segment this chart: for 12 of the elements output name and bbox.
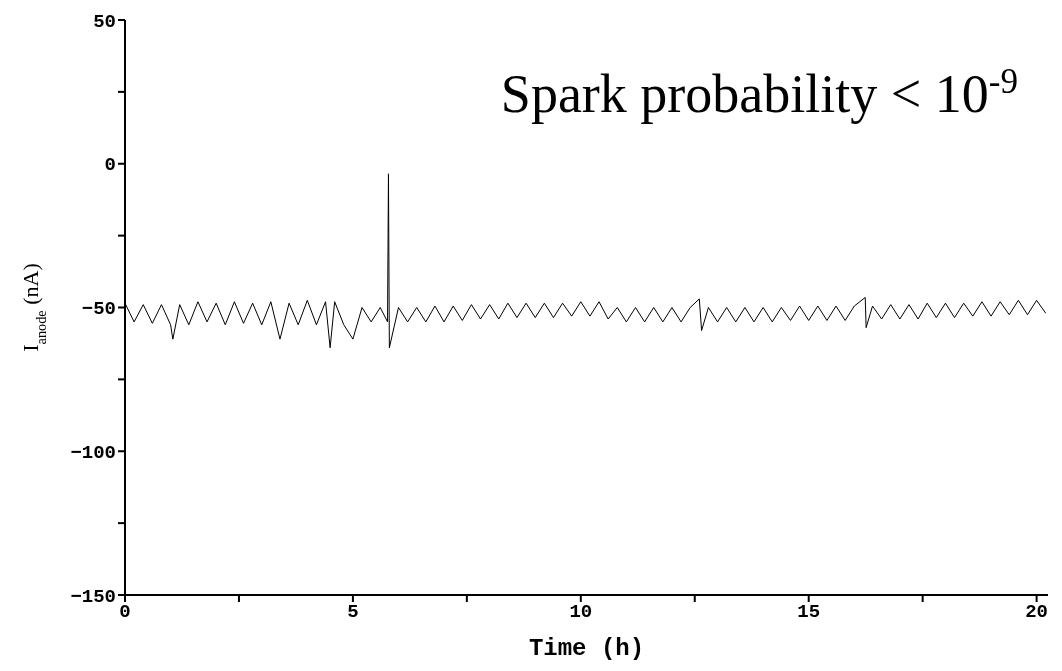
x-tick-label: 10 (569, 601, 593, 624)
x-tick-label: 5 (347, 601, 359, 624)
x-tick-label: 20 (1025, 601, 1049, 624)
x-tick-label: 0 (119, 601, 131, 624)
x-axis-title: Time (h) (528, 635, 645, 662)
annotation: Spark probability < 10$^{-9}$ (500, 61, 1018, 124)
x-tick-label: 15 (797, 601, 821, 624)
y-tick-label: 50 (93, 10, 116, 33)
y-tick-label: −150 (70, 585, 116, 608)
y-tick-label: 0 (104, 154, 116, 177)
y-tick-label: −100 (70, 441, 116, 464)
y-tick-label: −50 (81, 298, 116, 321)
